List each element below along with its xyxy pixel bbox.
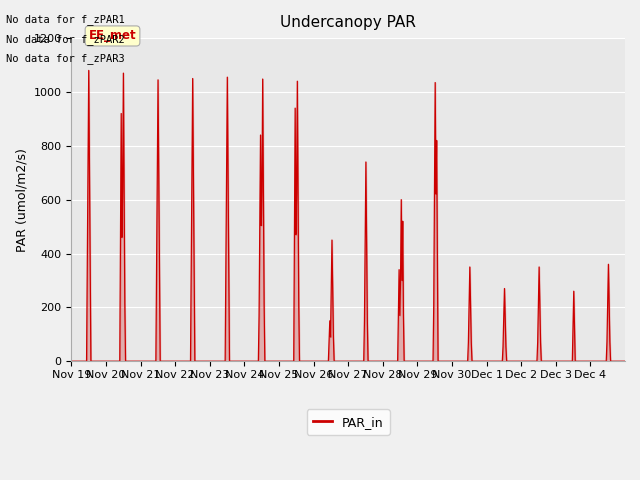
Y-axis label: PAR (umol/m2/s): PAR (umol/m2/s) [15,148,28,252]
Text: No data for f_zPAR3: No data for f_zPAR3 [6,53,125,64]
Text: EE_met: EE_met [89,29,136,42]
Title: Undercanopy PAR: Undercanopy PAR [280,15,416,30]
Text: No data for f_zPAR2: No data for f_zPAR2 [6,34,125,45]
Text: No data for f_zPAR1: No data for f_zPAR1 [6,14,125,25]
Legend: PAR_in: PAR_in [307,409,390,435]
